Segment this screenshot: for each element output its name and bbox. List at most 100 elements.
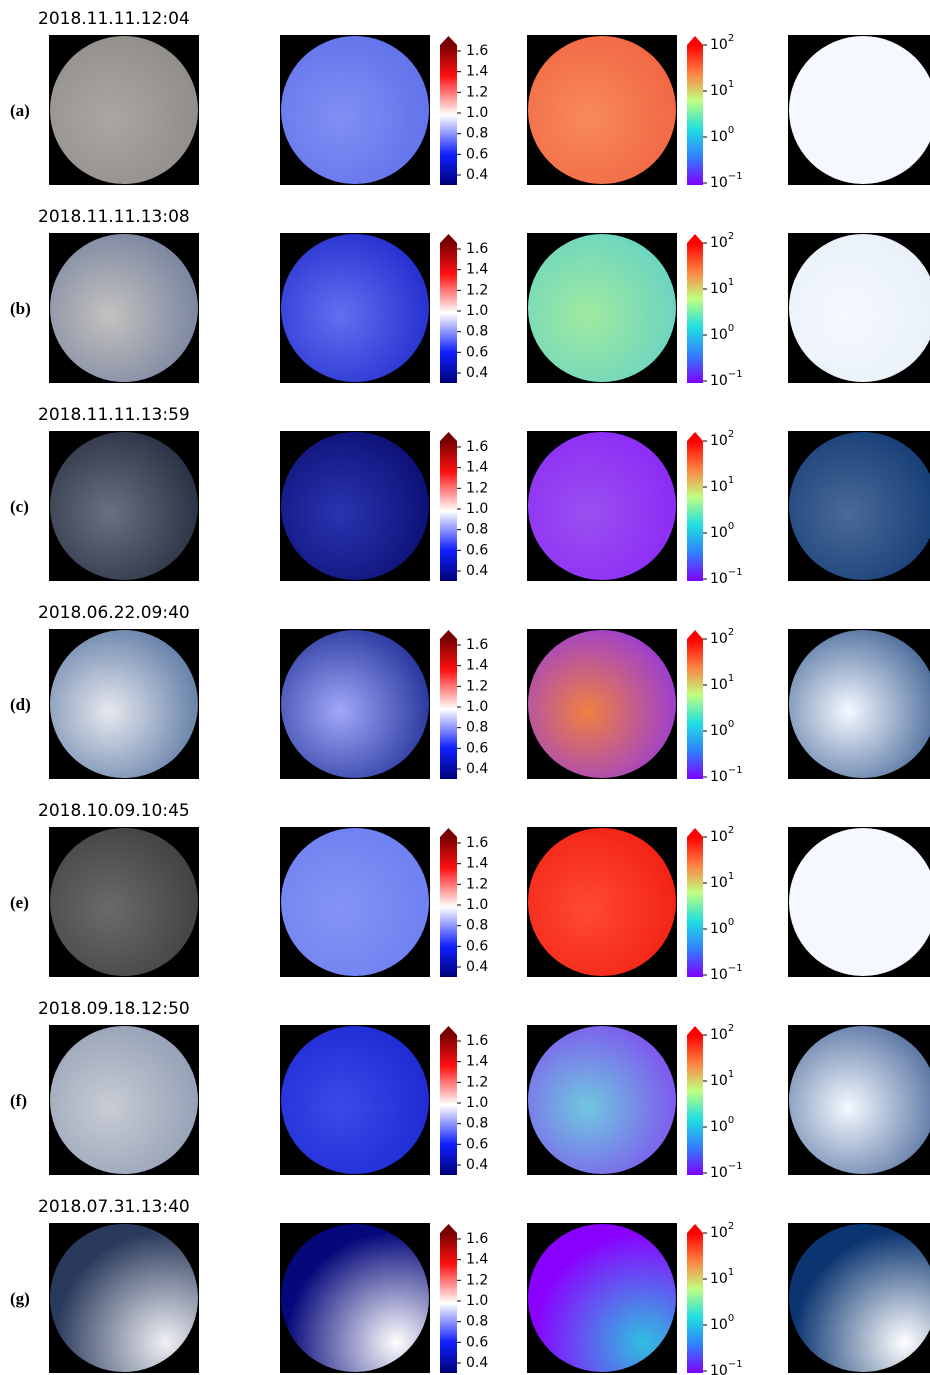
tick-label: 1.4 (466, 658, 488, 674)
tick-label: 1.0 (466, 1293, 488, 1309)
timestamp: 2018.09.18.12:50 (38, 999, 190, 1019)
tick-exponent: 2 (728, 825, 734, 836)
tick-label: 1.4 (466, 1252, 488, 1268)
figure: 2018.11.11.12:04(a)1.61.41.21.00.80.60.4… (0, 0, 930, 1375)
tick-exponent: 1 (728, 277, 734, 288)
timestamp: 2018.10.09.10:45 (38, 801, 190, 821)
tick-label: 100 (710, 125, 734, 145)
colorbar-extension (687, 36, 703, 45)
timestamp: 2018.11.11.13:59 (38, 405, 190, 425)
tick-label: 0.4 (466, 365, 488, 381)
tick-exponent: 1 (728, 1267, 734, 1278)
tick-label: 1.4 (466, 856, 488, 872)
tick-label: 1.0 (466, 1095, 488, 1111)
tick-label: 0.6 (466, 938, 488, 954)
tick-exponent: 0 (728, 521, 734, 532)
tick-label: 1.2 (466, 480, 488, 496)
tick-label: 1.0 (466, 105, 488, 121)
tick-label: 10−1 (710, 369, 743, 389)
tick-exponent: −1 (728, 765, 743, 776)
tick-exponent: 2 (728, 429, 734, 440)
tick-label: 102 (710, 1221, 734, 1241)
tick-exponent: 0 (728, 1115, 734, 1126)
colorbar-extension (440, 1224, 457, 1233)
tick-label: 0.8 (466, 1314, 488, 1330)
row-label: (a) (10, 101, 30, 120)
tick-base: 10 (710, 1119, 728, 1135)
tick-exponent: 1 (728, 475, 734, 486)
sky-disk (281, 630, 429, 778)
tick-label: 101 (710, 673, 734, 693)
row: 2018.11.11.12:04(a)1.61.41.21.00.80.60.4… (10, 9, 930, 191)
row-label: (e) (10, 893, 29, 912)
colorbar-extension (687, 630, 703, 639)
tick-base: 10 (710, 129, 728, 145)
tick-label: 0.4 (466, 1355, 488, 1371)
tick-label: 100 (710, 917, 734, 937)
tick-base: 10 (710, 921, 728, 937)
tick-base: 10 (710, 1363, 728, 1375)
colorbar-extension (440, 432, 457, 441)
tick-label: 1.2 (466, 1074, 488, 1090)
tick-label: 1.4 (466, 1054, 488, 1070)
tick-label: 1.4 (466, 460, 488, 476)
tick-label: 100 (710, 1313, 734, 1333)
tick-label: 102 (710, 825, 734, 845)
tick-exponent: 0 (728, 125, 734, 136)
tick-base: 10 (710, 875, 728, 891)
colorbar-extension (440, 36, 457, 45)
tick-base: 10 (710, 83, 728, 99)
tick-base: 10 (710, 1271, 728, 1287)
tick-label: 0.8 (466, 918, 488, 934)
row: 2018.10.09.10:45(e)1.61.41.21.00.80.60.4… (10, 801, 930, 983)
row: 2018.07.31.13:40(g)1.61.41.21.00.80.60.4… (10, 1197, 930, 1375)
tick-label: 101 (710, 277, 734, 297)
colorbar (440, 1233, 457, 1373)
tick-label: 0.6 (466, 146, 488, 162)
tick-label: 0.6 (466, 344, 488, 360)
tick-exponent: 2 (728, 627, 734, 638)
sky-disk (528, 36, 676, 184)
tick-base: 10 (710, 37, 728, 53)
timestamp: 2018.11.11.13:08 (38, 207, 190, 227)
tick-exponent: 2 (728, 33, 734, 44)
tick-exponent: 0 (728, 323, 734, 334)
tick-base: 10 (710, 677, 728, 693)
tick-label: 1.6 (466, 43, 488, 59)
tick-label: 10−1 (710, 963, 743, 983)
tick-label: 1.6 (466, 241, 488, 257)
tick-exponent: −1 (728, 567, 743, 578)
sky-disk (281, 234, 429, 382)
sky-disk (50, 1026, 198, 1174)
tick-label: 1.2 (466, 678, 488, 694)
tick-label: 100 (710, 323, 734, 343)
tick-label: 1.0 (466, 303, 488, 319)
colorbar-extension (440, 630, 457, 639)
row-label: (g) (10, 1289, 30, 1308)
colorbar (687, 837, 703, 977)
colorbar (687, 45, 703, 185)
tick-label: 1.2 (466, 282, 488, 298)
tick-base: 10 (710, 571, 728, 587)
tick-label: 1.6 (466, 637, 488, 653)
tick-label: 101 (710, 1267, 734, 1287)
tick-base: 10 (710, 967, 728, 983)
colorbar (440, 243, 457, 383)
tick-base: 10 (710, 1317, 728, 1333)
sky-disk (50, 828, 198, 976)
row: 2018.09.18.12:50(f)1.61.41.21.00.80.60.4… (10, 999, 930, 1181)
tick-label: 101 (710, 871, 734, 891)
tick-base: 10 (710, 235, 728, 251)
timestamp: 2018.06.22.09:40 (38, 603, 190, 623)
tick-label: 100 (710, 521, 734, 541)
tick-label: 101 (710, 475, 734, 495)
colorbar (687, 243, 703, 383)
colorbar (440, 837, 457, 977)
sky-disk (50, 630, 198, 778)
tick-label: 0.8 (466, 522, 488, 538)
colorbar-extension (687, 828, 703, 837)
tick-exponent: 1 (728, 673, 734, 684)
tick-label: 0.4 (466, 167, 488, 183)
colorbar-extension (440, 1026, 457, 1035)
tick-label: 0.8 (466, 324, 488, 340)
